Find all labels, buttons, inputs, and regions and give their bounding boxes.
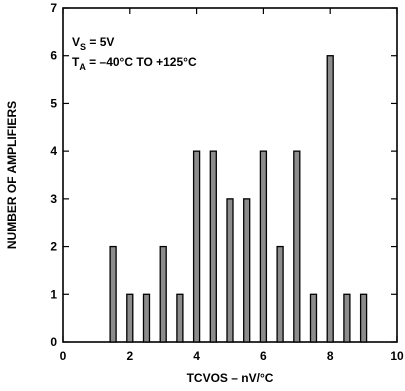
svg-text:TA = –40°C TO +125°C: TA = –40°C TO +125°C bbox=[72, 55, 197, 72]
histogram-bar bbox=[159, 245, 167, 343]
supply-annotation: VS = 5V bbox=[72, 35, 114, 52]
supply-symbol: V bbox=[72, 35, 80, 49]
histogram-bar bbox=[176, 293, 184, 343]
histogram-bar bbox=[192, 150, 201, 343]
histogram-bar bbox=[226, 198, 234, 343]
y-tick-label: 7 bbox=[50, 1, 57, 15]
x-tick-label: 8 bbox=[327, 349, 334, 363]
y-tick-label: 1 bbox=[50, 287, 57, 301]
x-axis-title: TCVOS – nV/°C bbox=[187, 371, 274, 385]
histogram-bar bbox=[243, 198, 251, 343]
histogram-bar bbox=[276, 245, 284, 343]
x-tick-label: 10 bbox=[390, 349, 404, 363]
y-tick-label: 0 bbox=[50, 335, 57, 349]
temperature-symbol: T bbox=[72, 55, 80, 69]
y-tick-label: 5 bbox=[50, 96, 57, 110]
histogram-bar bbox=[142, 293, 151, 343]
histogram-bar bbox=[293, 150, 301, 343]
histogram-bar bbox=[359, 293, 368, 343]
y-tick-labels: 0 1 2 3 4 5 6 7 bbox=[50, 1, 57, 349]
svg-text:VS = 5V: VS = 5V bbox=[72, 35, 114, 52]
x-tick-label: 0 bbox=[60, 349, 67, 363]
supply-value: = 5V bbox=[86, 35, 114, 49]
bar-series bbox=[109, 55, 368, 343]
y-axis-title: NUMBER OF AMPLIFIERS bbox=[5, 101, 19, 249]
histogram-bar bbox=[259, 150, 268, 343]
histogram-bar bbox=[126, 293, 134, 343]
histogram-bar bbox=[209, 150, 217, 343]
temperature-subscript: A bbox=[79, 62, 86, 72]
temperature-annotation: TA = –40°C TO +125°C bbox=[72, 55, 197, 72]
x-tick-label: 6 bbox=[260, 349, 267, 363]
supply-subscript: S bbox=[80, 42, 86, 52]
y-tick-label: 2 bbox=[50, 240, 57, 254]
histogram-bar bbox=[309, 293, 318, 343]
x-tick-label: 2 bbox=[126, 349, 133, 363]
histogram-bar bbox=[343, 293, 351, 343]
y-tick-label: 4 bbox=[50, 144, 57, 158]
histogram-bar bbox=[326, 55, 334, 343]
y-tick-label: 6 bbox=[50, 49, 57, 63]
x-tick-labels: 0 2 4 6 8 10 bbox=[60, 349, 404, 363]
temperature-range: = –40°C TO +125°C bbox=[86, 55, 197, 69]
x-tick-label: 4 bbox=[193, 349, 200, 363]
histogram-bar bbox=[109, 245, 117, 343]
y-tick-label: 3 bbox=[50, 192, 57, 206]
